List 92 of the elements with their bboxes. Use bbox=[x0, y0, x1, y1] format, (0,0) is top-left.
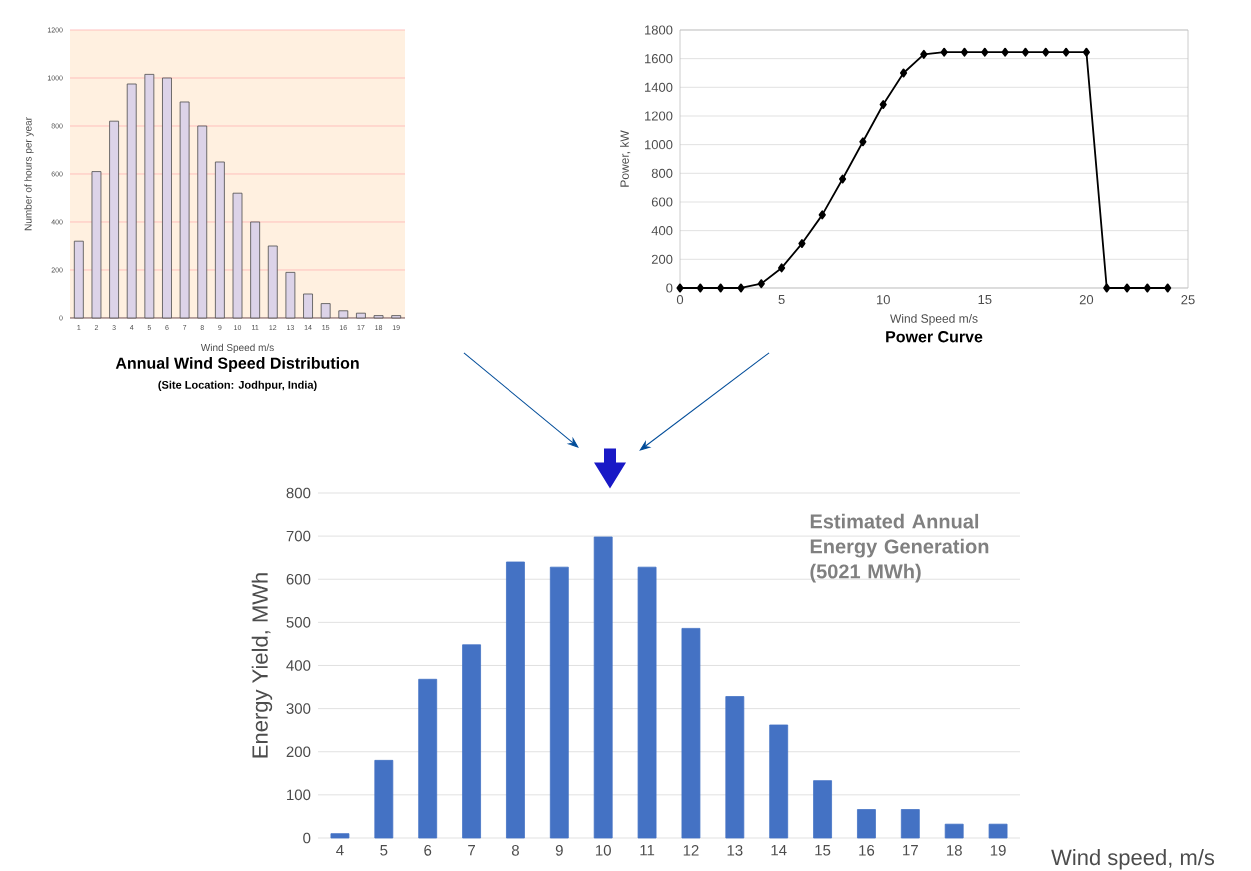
x-tick-label: 4 bbox=[336, 845, 344, 856]
point bbox=[1042, 47, 1050, 57]
bar bbox=[988, 823, 1008, 839]
x-tick-label: 19 bbox=[990, 845, 1006, 856]
point bbox=[838, 174, 847, 184]
x-tick-label: 11 bbox=[640, 845, 655, 856]
y-tick-label: 0 bbox=[666, 283, 673, 293]
y-tick-label: 0 bbox=[303, 832, 311, 844]
y-tick-label: 1200 bbox=[645, 111, 673, 121]
x-tick-label: 10 bbox=[595, 845, 611, 856]
annotation: Estimated Annual Energy Generation (5021 MWh) bbox=[810, 513, 989, 583]
y-tick-label: 600 bbox=[286, 573, 311, 585]
x-tick-label: 5 bbox=[778, 295, 785, 305]
x-axis-title: Wind Speed m/s bbox=[890, 313, 978, 326]
point bbox=[696, 283, 704, 293]
point bbox=[940, 47, 948, 57]
x-tick-label: 7 bbox=[468, 845, 475, 856]
bar bbox=[725, 696, 745, 839]
x-tick-label: 20 bbox=[1079, 295, 1094, 305]
point bbox=[798, 239, 806, 249]
text: Annual Wind Speed Distribution bbox=[115, 357, 359, 372]
point bbox=[1164, 283, 1172, 293]
bar bbox=[374, 759, 394, 839]
bar bbox=[857, 809, 876, 839]
point bbox=[920, 49, 928, 59]
point bbox=[778, 263, 786, 273]
y-tick-label: 500 bbox=[286, 617, 311, 628]
x-tick-label: 16 bbox=[859, 845, 875, 856]
x-tick-label: 17 bbox=[903, 845, 918, 856]
point bbox=[1143, 283, 1151, 293]
y-tick-label: 1600 bbox=[645, 54, 673, 64]
point bbox=[818, 210, 826, 220]
x-tick-label: 10 bbox=[876, 295, 890, 305]
y-tick-label: 600 bbox=[651, 197, 673, 207]
bar bbox=[944, 823, 964, 839]
bar bbox=[813, 780, 832, 839]
y-tick-label: 1000 bbox=[645, 140, 673, 150]
bar bbox=[418, 678, 438, 839]
x-tick-label: 15 bbox=[978, 295, 992, 305]
x-tick-label: 14 bbox=[771, 845, 787, 856]
bar bbox=[549, 566, 569, 839]
y-tick-label: 400 bbox=[651, 226, 673, 236]
x-axis-title: Wind Speed m/s bbox=[200, 343, 274, 354]
x-tick-label: 0 bbox=[676, 295, 684, 305]
point bbox=[676, 283, 684, 293]
point bbox=[1123, 283, 1131, 293]
x-axis-title: Wind speed, m/s bbox=[1051, 849, 1215, 870]
y-tick-label: 1800 bbox=[645, 25, 673, 35]
point bbox=[1021, 47, 1030, 57]
y-axis-title: Power, kW bbox=[620, 130, 631, 187]
x-tick-label: 13 bbox=[727, 845, 743, 856]
bar bbox=[637, 566, 657, 839]
bar bbox=[593, 536, 613, 839]
point bbox=[960, 47, 969, 57]
y-tick-label: 1400 bbox=[645, 82, 673, 92]
bar bbox=[681, 628, 701, 839]
point bbox=[879, 100, 887, 110]
point bbox=[717, 283, 725, 293]
point bbox=[859, 137, 867, 147]
x-tick-label: 9 bbox=[555, 845, 563, 856]
y-axis-title: Energy Yield, MWh bbox=[251, 573, 273, 758]
x-tick-label: 18 bbox=[946, 845, 962, 856]
bar bbox=[462, 644, 481, 839]
bar bbox=[769, 724, 789, 839]
x-tick-label: 25 bbox=[1181, 295, 1195, 305]
point bbox=[981, 47, 989, 57]
x-tick-label: 6 bbox=[424, 845, 432, 856]
bar bbox=[506, 561, 525, 839]
point bbox=[899, 68, 908, 78]
y-tick-label: 300 bbox=[286, 703, 311, 714]
y-tick-label: 800 bbox=[651, 168, 673, 178]
y-tick-label: 200 bbox=[286, 746, 311, 758]
y-tick-label: 800 bbox=[286, 487, 311, 499]
point bbox=[737, 283, 745, 293]
y-tick-label: 200 bbox=[651, 254, 673, 264]
bar bbox=[330, 833, 350, 839]
point bbox=[1062, 47, 1070, 57]
x-tick-label: 12 bbox=[683, 845, 699, 856]
bar bbox=[900, 809, 920, 839]
x-tick-label: 15 bbox=[815, 845, 831, 856]
y-axis-title: Number of hours per year bbox=[24, 117, 34, 231]
point bbox=[1001, 47, 1009, 57]
x-tick-label: 8 bbox=[511, 845, 519, 856]
point bbox=[1103, 283, 1111, 293]
y-tick-label: 700 bbox=[286, 530, 311, 542]
text: (Site Location: Jodhpur, India) bbox=[158, 380, 317, 391]
y-tick-label: 400 bbox=[286, 660, 311, 671]
y-tick-label: 100 bbox=[287, 789, 311, 801]
point bbox=[757, 279, 765, 289]
point bbox=[1082, 47, 1091, 57]
text: Power Curve bbox=[886, 331, 983, 343]
x-tick-label: 5 bbox=[380, 845, 388, 856]
